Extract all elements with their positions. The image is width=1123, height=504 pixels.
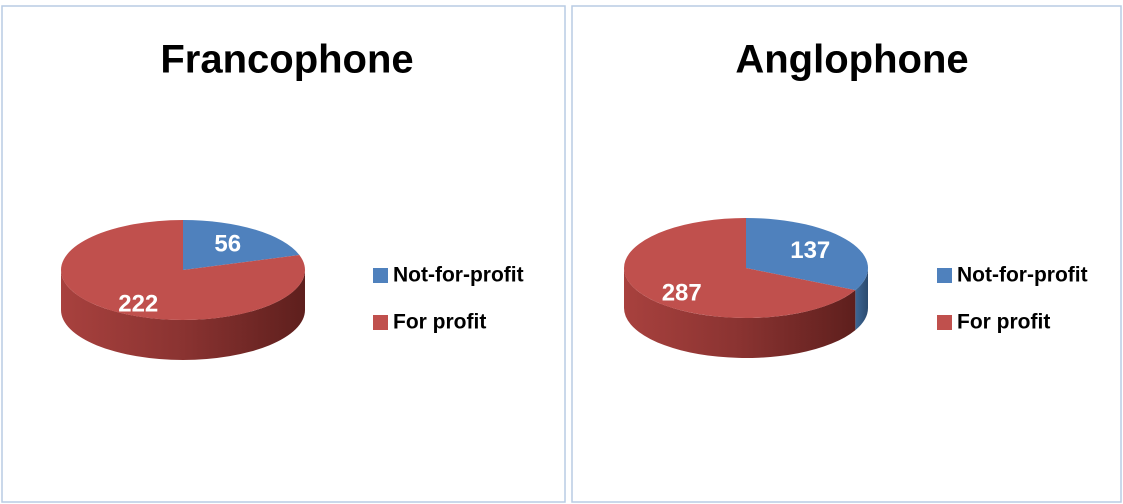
data-label: 56 [214, 230, 241, 257]
pie-slice [61, 220, 306, 321]
legend-label: For profit [957, 311, 1050, 334]
legend-label: Not-for-profit [957, 264, 1088, 287]
panel [1, 5, 566, 503]
pie-side [855, 268, 868, 331]
legend-swatch [937, 268, 952, 283]
data-label: 222 [118, 290, 158, 317]
pie-slice [183, 220, 300, 270]
panel [571, 5, 1122, 503]
chart-title: Anglophone [735, 38, 968, 82]
legend-swatch [373, 315, 388, 330]
pie-slice [623, 218, 856, 319]
legend-swatch [373, 268, 388, 283]
chart-title: Francophone [160, 38, 413, 82]
legend-label: Not-for-profit [393, 264, 524, 287]
pie-slice [746, 218, 868, 291]
data-label: 287 [662, 280, 702, 307]
pie-side [624, 268, 856, 358]
legend-swatch [937, 315, 952, 330]
pie-side [61, 270, 305, 360]
legend-label: For profit [393, 311, 486, 334]
data-label: 137 [790, 237, 830, 264]
